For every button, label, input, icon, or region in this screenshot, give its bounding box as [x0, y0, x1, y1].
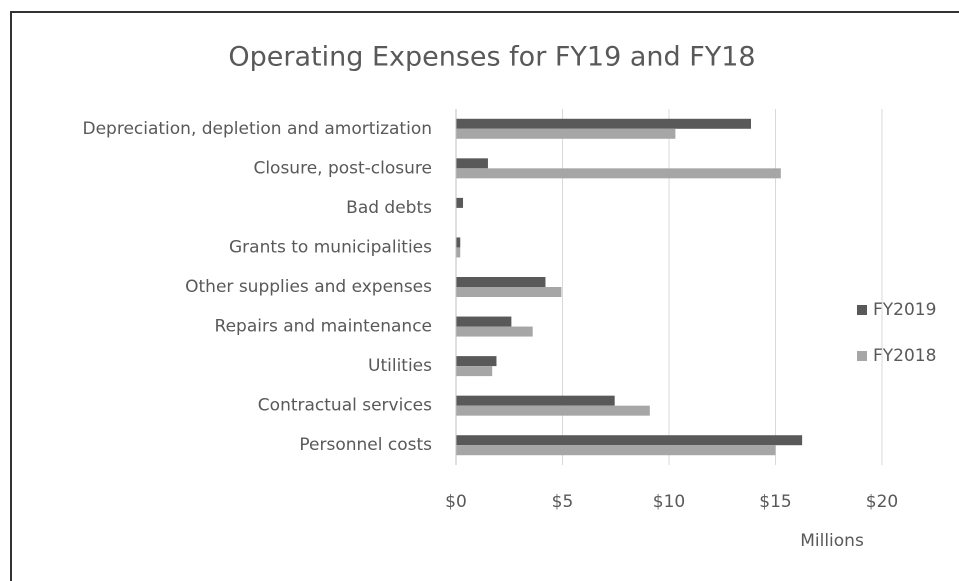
y-tick-label: Personnel costs — [299, 435, 432, 455]
bar — [456, 168, 781, 179]
chart-title: Operating Expenses for FY19 and FY18 — [228, 42, 755, 73]
y-tick-label: Utilities — [368, 356, 432, 376]
legend-swatch — [857, 351, 867, 361]
bar — [456, 445, 776, 456]
bar — [456, 326, 533, 337]
y-tick-label: Other supplies and expenses — [185, 277, 432, 297]
legend-swatch — [857, 305, 867, 315]
x-axis-label: Millions — [800, 531, 864, 551]
y-tick-label: Depreciation, depletion and amortization — [82, 119, 432, 139]
x-tick-label: $0 — [445, 492, 467, 512]
x-tick-label: $15 — [759, 492, 791, 512]
y-tick-label: Contractual services — [258, 396, 432, 416]
bar — [456, 158, 488, 169]
bar — [456, 316, 512, 327]
y-tick-label: Closure, post-closure — [253, 158, 432, 178]
bar — [456, 405, 650, 416]
bar — [456, 435, 803, 446]
bar — [456, 395, 615, 406]
bar — [456, 247, 461, 258]
y-tick-label: Grants to municipalities — [229, 237, 432, 257]
legend-label: FY2018 — [873, 346, 936, 366]
y-tick-label: Bad debts — [346, 198, 432, 218]
bar — [456, 277, 546, 287]
x-tick-label: $10 — [653, 492, 685, 512]
bar — [456, 366, 493, 377]
bar — [456, 287, 562, 297]
bar — [456, 237, 461, 248]
x-tick-label: $20 — [866, 492, 898, 512]
bar — [456, 128, 676, 139]
x-tick-label: $5 — [552, 492, 574, 512]
bar — [456, 197, 464, 208]
legend-label: FY2019 — [873, 300, 936, 320]
y-tick-label: Repairs and maintenance — [215, 317, 432, 337]
bar — [456, 118, 752, 129]
bar — [456, 356, 497, 367]
